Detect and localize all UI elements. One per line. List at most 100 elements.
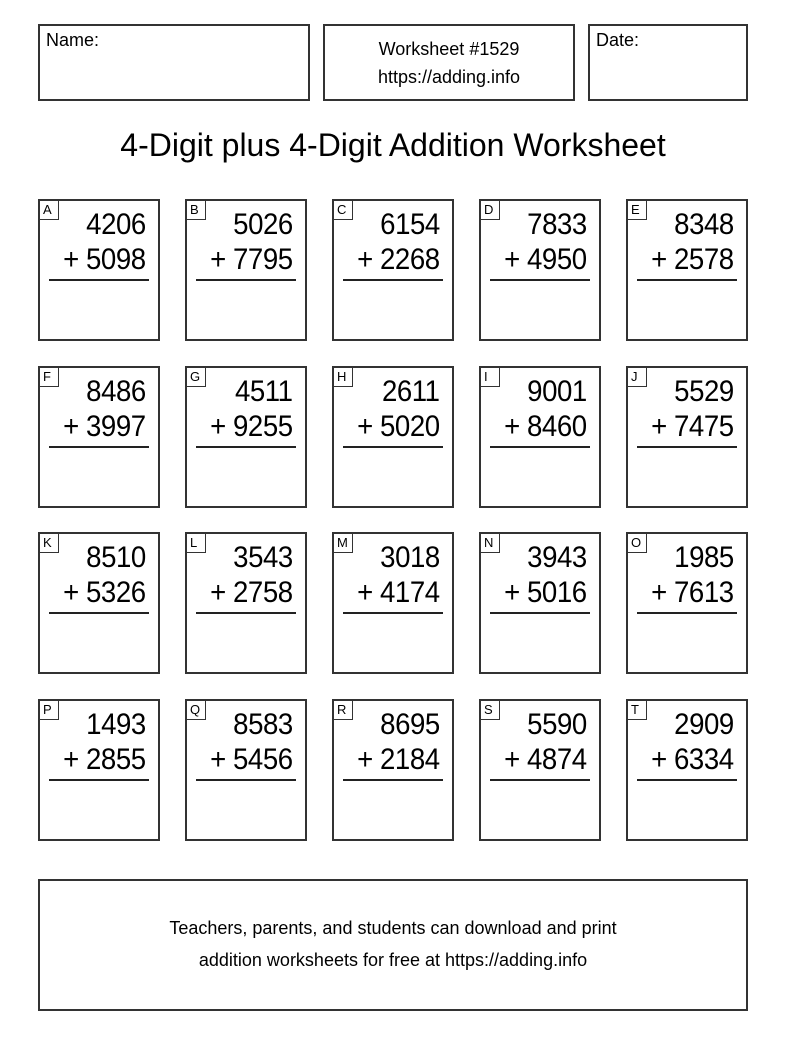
addend-top: 4206 bbox=[86, 208, 146, 241]
page-title: 4-Digit plus 4-Digit Addition Worksheet bbox=[120, 127, 666, 163]
problem-label: G bbox=[186, 367, 206, 387]
problem-label: I bbox=[480, 367, 500, 387]
addend-top: 8510 bbox=[86, 541, 146, 574]
addend-bottom: + 5020 bbox=[357, 410, 441, 443]
answer-line bbox=[490, 612, 590, 614]
addend-bottom: + 5016 bbox=[504, 576, 588, 609]
problem-label: F bbox=[39, 367, 59, 387]
addend-top: 6154 bbox=[380, 208, 440, 241]
problem-label: O bbox=[627, 533, 647, 553]
problem-label: E bbox=[627, 200, 647, 220]
addend-bottom: + 4950 bbox=[504, 243, 588, 276]
worksheet-url: https://adding.info bbox=[377, 67, 521, 87]
addend-top: 3543 bbox=[233, 541, 293, 574]
problem-box[interactable]: T 2909 + 6334 bbox=[626, 699, 748, 841]
problem-label: M bbox=[333, 533, 353, 553]
addend-top: 2611 bbox=[382, 375, 440, 408]
addend-top: 2909 bbox=[674, 708, 734, 741]
addend-top: 1985 bbox=[674, 541, 734, 574]
addend-top: 8583 bbox=[233, 708, 293, 741]
answer-line bbox=[343, 279, 443, 281]
addend-top: 8486 bbox=[86, 375, 146, 408]
name-field[interactable]: Name: bbox=[38, 24, 310, 101]
problem-label: A bbox=[39, 200, 59, 220]
addend-bottom: + 7795 bbox=[210, 243, 294, 276]
problem-box[interactable]: S 5590 + 4874 bbox=[479, 699, 601, 841]
problem-label: B bbox=[186, 200, 206, 220]
problem-box[interactable]: F 8486 + 3997 bbox=[38, 366, 160, 508]
addend-top: 3943 bbox=[527, 541, 587, 574]
problem-label: C bbox=[333, 200, 353, 220]
addend-bottom: + 5456 bbox=[210, 743, 294, 776]
addend-top: 4511 bbox=[235, 375, 293, 408]
addend-bottom: + 7475 bbox=[651, 410, 735, 443]
problem-label: J bbox=[627, 367, 647, 387]
addend-top: 5026 bbox=[233, 208, 293, 241]
answer-line bbox=[196, 279, 296, 281]
answer-line bbox=[637, 279, 737, 281]
answer-line bbox=[49, 779, 149, 781]
problem-box[interactable]: O 1985 + 7613 bbox=[626, 532, 748, 674]
addend-bottom: + 4874 bbox=[504, 743, 588, 776]
addend-bottom: + 5098 bbox=[63, 243, 147, 276]
date-field[interactable]: Date: bbox=[588, 24, 748, 101]
addend-top: 1493 bbox=[86, 708, 146, 741]
addend-top: 8695 bbox=[380, 708, 440, 741]
problem-box[interactable]: H 2611 + 5020 bbox=[332, 366, 454, 508]
footer-line-2: addition worksheets for free at https://… bbox=[198, 950, 588, 970]
addend-top: 5590 bbox=[527, 708, 587, 741]
problem-box[interactable]: R 8695 + 2184 bbox=[332, 699, 454, 841]
addend-bottom: + 2268 bbox=[357, 243, 441, 276]
name-label: Name: bbox=[46, 30, 100, 50]
problem-box[interactable]: E 8348 + 2578 bbox=[626, 199, 748, 341]
problem-label: P bbox=[39, 700, 59, 720]
addend-bottom: + 3997 bbox=[63, 410, 147, 443]
problem-label: S bbox=[480, 700, 500, 720]
problem-label: T bbox=[627, 700, 647, 720]
addend-top: 9001 bbox=[527, 375, 587, 408]
problem-box[interactable]: N 3943 + 5016 bbox=[479, 532, 601, 674]
addend-top: 5529 bbox=[674, 375, 734, 408]
problem-box[interactable]: K 8510 + 5326 bbox=[38, 532, 160, 674]
problem-box[interactable]: P 1493 + 2855 bbox=[38, 699, 160, 841]
addend-bottom: + 6334 bbox=[651, 743, 735, 776]
problem-box[interactable]: M 3018 + 4174 bbox=[332, 532, 454, 674]
addend-top: 7833 bbox=[527, 208, 587, 241]
answer-line bbox=[343, 612, 443, 614]
problem-box[interactable]: J 5529 + 7475 bbox=[626, 366, 748, 508]
answer-line bbox=[49, 279, 149, 281]
problem-box[interactable]: B 5026 + 7795 bbox=[185, 199, 307, 341]
problem-label: L bbox=[186, 533, 206, 553]
worksheet-info-box: Worksheet #1529 https://adding.info bbox=[323, 24, 575, 101]
problem-label: Q bbox=[186, 700, 206, 720]
problem-box[interactable]: A 4206 + 5098 bbox=[38, 199, 160, 341]
problem-box[interactable]: Q 8583 + 5456 bbox=[185, 699, 307, 841]
addend-bottom: + 4174 bbox=[357, 576, 441, 609]
answer-line bbox=[196, 779, 296, 781]
addend-bottom: + 2855 bbox=[63, 743, 147, 776]
answer-line bbox=[196, 446, 296, 448]
problem-box[interactable]: C 6154 + 2268 bbox=[332, 199, 454, 341]
addend-bottom: + 2758 bbox=[210, 576, 294, 609]
addend-top: 3018 bbox=[380, 541, 440, 574]
addend-bottom: + 2578 bbox=[651, 243, 735, 276]
addend-bottom: + 9255 bbox=[210, 410, 294, 443]
answer-line bbox=[490, 279, 590, 281]
problem-box[interactable]: L 3543 + 2758 bbox=[185, 532, 307, 674]
answer-line bbox=[637, 446, 737, 448]
problem-box[interactable]: G 4511 + 9255 bbox=[185, 366, 307, 508]
answer-line bbox=[490, 446, 590, 448]
answer-line bbox=[490, 779, 590, 781]
answer-line bbox=[49, 612, 149, 614]
answer-line bbox=[49, 446, 149, 448]
answer-line bbox=[637, 612, 737, 614]
addend-bottom: + 7613 bbox=[651, 576, 735, 609]
answer-line bbox=[343, 446, 443, 448]
problem-box[interactable]: D 7833 + 4950 bbox=[479, 199, 601, 341]
problem-label: H bbox=[333, 367, 353, 387]
problem-label: D bbox=[480, 200, 500, 220]
problem-box[interactable]: I 9001 + 8460 bbox=[479, 366, 601, 508]
answer-line bbox=[196, 612, 296, 614]
footer-line-1: Teachers, parents, and students can down… bbox=[169, 918, 617, 938]
